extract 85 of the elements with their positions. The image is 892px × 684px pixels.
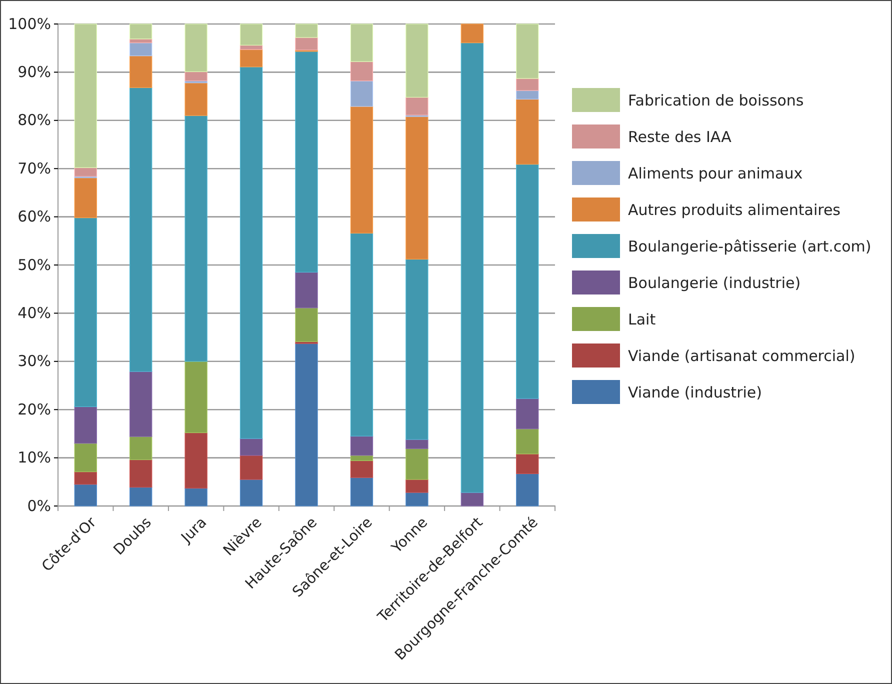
bar — [74, 217, 97, 408]
bar — [74, 177, 97, 218]
y-tick-label: 100% — [8, 14, 51, 33]
bar — [240, 66, 263, 439]
y-tick-label: 70% — [18, 159, 51, 178]
bar — [516, 90, 539, 100]
legend-label: Boulangerie (industrie) — [628, 274, 801, 292]
y-tick-label: 50% — [18, 256, 51, 274]
bar — [129, 371, 152, 437]
bar — [129, 436, 152, 460]
bar — [460, 492, 484, 506]
bar — [350, 460, 374, 478]
legend-label: Autres produits alimentaires — [628, 200, 841, 219]
bar — [129, 486, 152, 506]
bar — [295, 272, 318, 308]
y-tick-label: 10% — [18, 448, 51, 467]
bar — [129, 42, 152, 56]
y-tick-label: 40% — [18, 304, 51, 322]
bar — [350, 80, 374, 107]
bar — [129, 459, 152, 488]
bar — [295, 343, 318, 506]
legend-label: Boulangerie-pâtisserie (art.com) — [628, 237, 872, 256]
bar — [184, 361, 208, 434]
bar — [350, 61, 374, 82]
bar — [240, 455, 263, 480]
bar — [240, 44, 263, 50]
bar — [295, 24, 318, 38]
bar — [516, 398, 539, 430]
bar — [74, 24, 97, 168]
y-tick-label: 20% — [18, 400, 51, 418]
bar — [295, 308, 318, 342]
bar — [184, 488, 208, 506]
bar — [240, 479, 263, 506]
bar — [516, 454, 539, 474]
bar — [516, 428, 539, 454]
y-tick-label: 80% — [18, 111, 51, 130]
legend-label: Aliments pour animaux — [628, 164, 803, 182]
bar — [350, 477, 374, 506]
y-tick-label: 30% — [18, 352, 51, 370]
bar — [74, 471, 97, 485]
bar — [406, 96, 428, 116]
legend-label: Viande (artisanat commercial) — [628, 346, 856, 365]
bar — [129, 24, 152, 40]
legend-label: Reste des IAA — [628, 128, 732, 146]
bar — [406, 448, 428, 480]
bar — [516, 78, 539, 91]
bar — [240, 24, 263, 46]
bar — [129, 87, 152, 372]
bar — [350, 232, 374, 436]
bar — [184, 82, 208, 116]
bar — [460, 24, 484, 44]
bar — [350, 106, 374, 234]
bar — [406, 439, 428, 449]
bar — [460, 42, 484, 493]
bar — [406, 24, 428, 98]
bar — [184, 71, 208, 82]
legend-label: Fabrication de boissons — [628, 91, 804, 110]
y-tick-label: 60% — [18, 208, 51, 226]
bar — [240, 49, 263, 68]
bar — [516, 473, 539, 506]
bar — [406, 492, 428, 506]
bar — [184, 115, 208, 362]
bar — [74, 484, 97, 506]
bar — [240, 438, 263, 456]
bar — [350, 24, 374, 62]
bar — [295, 51, 318, 273]
y-tick-label: 0% — [27, 496, 51, 515]
bar — [350, 436, 374, 456]
bar — [406, 258, 428, 440]
bar — [406, 116, 428, 260]
bar — [129, 56, 152, 88]
bar — [184, 24, 208, 72]
bar — [74, 406, 97, 444]
legend-label: Lait — [628, 310, 656, 328]
bar — [516, 98, 539, 165]
legend-label: Viande (industrie) — [628, 383, 762, 402]
bar — [516, 24, 539, 79]
bar — [406, 479, 428, 493]
bar — [516, 164, 539, 399]
bar — [295, 37, 318, 50]
bar — [184, 432, 208, 488]
bar — [74, 167, 97, 177]
bar — [74, 443, 97, 472]
bar — [350, 455, 374, 461]
y-tick-label: 90% — [18, 63, 51, 81]
